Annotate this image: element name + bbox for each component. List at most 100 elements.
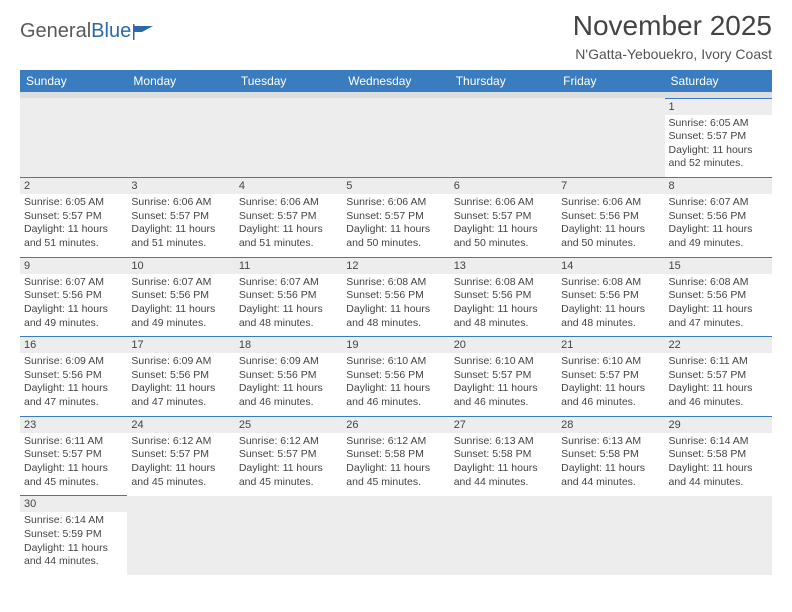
- day-number: 6: [450, 178, 557, 194]
- day-info: Sunrise: 6:12 AMSunset: 5:57 PMDaylight:…: [127, 433, 234, 496]
- day-number: 26: [342, 417, 449, 433]
- day-cell: [127, 98, 234, 178]
- day-cell: 29Sunrise: 6:14 AMSunset: 5:58 PMDayligh…: [665, 416, 772, 496]
- day-info: Sunrise: 6:10 AMSunset: 5:57 PMDaylight:…: [557, 353, 664, 416]
- day-number: 20: [450, 337, 557, 353]
- sunset-text: Sunset: 5:56 PM: [239, 369, 338, 383]
- daylight-text: Daylight: 11 hours and 52 minutes.: [669, 144, 768, 171]
- day-info: Sunrise: 6:10 AMSunset: 5:57 PMDaylight:…: [450, 353, 557, 416]
- day-number: 25: [235, 417, 342, 433]
- sunrise-text: Sunrise: 6:08 AM: [454, 276, 553, 290]
- sunset-text: Sunset: 5:56 PM: [24, 369, 123, 383]
- sunset-text: Sunset: 5:57 PM: [669, 130, 768, 144]
- day-header: Tuesday: [235, 70, 342, 92]
- daylight-text: Daylight: 11 hours and 51 minutes.: [24, 223, 123, 250]
- sunrise-text: Sunrise: 6:13 AM: [454, 435, 553, 449]
- day-cell: [665, 496, 772, 575]
- calendar-tbody: 1Sunrise: 6:05 AMSunset: 5:57 PMDaylight…: [20, 92, 772, 575]
- day-info: Sunrise: 6:13 AMSunset: 5:58 PMDaylight:…: [557, 433, 664, 496]
- daylight-text: Daylight: 11 hours and 48 minutes.: [561, 303, 660, 330]
- sunrise-text: Sunrise: 6:06 AM: [454, 196, 553, 210]
- day-cell: 27Sunrise: 6:13 AMSunset: 5:58 PMDayligh…: [450, 416, 557, 496]
- sunset-text: Sunset: 5:59 PM: [24, 528, 123, 542]
- day-cell: 8Sunrise: 6:07 AMSunset: 5:56 PMDaylight…: [665, 178, 772, 258]
- day-cell: 14Sunrise: 6:08 AMSunset: 5:56 PMDayligh…: [557, 257, 664, 337]
- day-cell: 4Sunrise: 6:06 AMSunset: 5:57 PMDaylight…: [235, 178, 342, 258]
- day-cell: 23Sunrise: 6:11 AMSunset: 5:57 PMDayligh…: [20, 416, 127, 496]
- daylight-text: Daylight: 11 hours and 44 minutes.: [669, 462, 768, 489]
- daylight-text: Daylight: 11 hours and 47 minutes.: [24, 382, 123, 409]
- day-info: Sunrise: 6:10 AMSunset: 5:56 PMDaylight:…: [342, 353, 449, 416]
- day-info: Sunrise: 6:12 AMSunset: 5:58 PMDaylight:…: [342, 433, 449, 496]
- day-number: 17: [127, 337, 234, 353]
- sunset-text: Sunset: 5:57 PM: [454, 210, 553, 224]
- day-cell: [342, 496, 449, 575]
- location-label: N'Gatta-Yebouekro, Ivory Coast: [573, 46, 772, 62]
- day-info: Sunrise: 6:08 AMSunset: 5:56 PMDaylight:…: [557, 274, 664, 337]
- day-cell: 15Sunrise: 6:08 AMSunset: 5:56 PMDayligh…: [665, 257, 772, 337]
- day-info: Sunrise: 6:13 AMSunset: 5:58 PMDaylight:…: [450, 433, 557, 496]
- day-info: Sunrise: 6:05 AMSunset: 5:57 PMDaylight:…: [665, 115, 772, 178]
- day-info: Sunrise: 6:09 AMSunset: 5:56 PMDaylight:…: [127, 353, 234, 416]
- sunset-text: Sunset: 5:56 PM: [346, 289, 445, 303]
- day-cell: 10Sunrise: 6:07 AMSunset: 5:56 PMDayligh…: [127, 257, 234, 337]
- daylight-text: Daylight: 11 hours and 44 minutes.: [454, 462, 553, 489]
- daylight-text: Daylight: 11 hours and 49 minutes.: [131, 303, 230, 330]
- daylight-text: Daylight: 11 hours and 50 minutes.: [346, 223, 445, 250]
- sunrise-text: Sunrise: 6:09 AM: [239, 355, 338, 369]
- sunset-text: Sunset: 5:58 PM: [346, 448, 445, 462]
- sunrise-text: Sunrise: 6:05 AM: [24, 196, 123, 210]
- sunset-text: Sunset: 5:57 PM: [24, 448, 123, 462]
- daylight-text: Daylight: 11 hours and 45 minutes.: [24, 462, 123, 489]
- day-number: 22: [665, 337, 772, 353]
- day-cell: 19Sunrise: 6:10 AMSunset: 5:56 PMDayligh…: [342, 337, 449, 417]
- sunset-text: Sunset: 5:56 PM: [131, 289, 230, 303]
- day-cell: 13Sunrise: 6:08 AMSunset: 5:56 PMDayligh…: [450, 257, 557, 337]
- sunset-text: Sunset: 5:58 PM: [669, 448, 768, 462]
- day-cell: 28Sunrise: 6:13 AMSunset: 5:58 PMDayligh…: [557, 416, 664, 496]
- sunrise-text: Sunrise: 6:08 AM: [561, 276, 660, 290]
- sunrise-text: Sunrise: 6:12 AM: [346, 435, 445, 449]
- day-number: 2: [20, 178, 127, 194]
- day-cell: 5Sunrise: 6:06 AMSunset: 5:57 PMDaylight…: [342, 178, 449, 258]
- daylight-text: Daylight: 11 hours and 47 minutes.: [669, 303, 768, 330]
- sunrise-text: Sunrise: 6:08 AM: [346, 276, 445, 290]
- day-info: Sunrise: 6:08 AMSunset: 5:56 PMDaylight:…: [665, 274, 772, 337]
- daylight-text: Daylight: 11 hours and 45 minutes.: [346, 462, 445, 489]
- day-number: 13: [450, 258, 557, 274]
- sunset-text: Sunset: 5:58 PM: [454, 448, 553, 462]
- sunrise-text: Sunrise: 6:09 AM: [131, 355, 230, 369]
- week-row: 1Sunrise: 6:05 AMSunset: 5:57 PMDaylight…: [20, 98, 772, 178]
- day-cell: 17Sunrise: 6:09 AMSunset: 5:56 PMDayligh…: [127, 337, 234, 417]
- day-cell: 18Sunrise: 6:09 AMSunset: 5:56 PMDayligh…: [235, 337, 342, 417]
- sunset-text: Sunset: 5:57 PM: [24, 210, 123, 224]
- daylight-text: Daylight: 11 hours and 51 minutes.: [131, 223, 230, 250]
- sunset-text: Sunset: 5:56 PM: [239, 289, 338, 303]
- day-cell: 1Sunrise: 6:05 AMSunset: 5:57 PMDaylight…: [665, 98, 772, 178]
- sunset-text: Sunset: 5:56 PM: [561, 289, 660, 303]
- day-info: Sunrise: 6:08 AMSunset: 5:56 PMDaylight:…: [342, 274, 449, 337]
- sunset-text: Sunset: 5:56 PM: [346, 369, 445, 383]
- day-header: Thursday: [450, 70, 557, 92]
- calendar-table: Sunday Monday Tuesday Wednesday Thursday…: [20, 70, 772, 575]
- daylight-text: Daylight: 11 hours and 45 minutes.: [131, 462, 230, 489]
- day-cell: [20, 98, 127, 178]
- sunset-text: Sunset: 5:56 PM: [669, 289, 768, 303]
- day-number: 19: [342, 337, 449, 353]
- sunrise-text: Sunrise: 6:10 AM: [454, 355, 553, 369]
- title-block: November 2025 N'Gatta-Yebouekro, Ivory C…: [573, 10, 772, 62]
- day-header: Wednesday: [342, 70, 449, 92]
- day-number: 24: [127, 417, 234, 433]
- sunrise-text: Sunrise: 6:14 AM: [24, 514, 123, 528]
- day-number: 30: [20, 496, 127, 512]
- day-number: 9: [20, 258, 127, 274]
- day-number: 1: [665, 99, 772, 115]
- daylight-text: Daylight: 11 hours and 46 minutes.: [669, 382, 768, 409]
- day-number: 16: [20, 337, 127, 353]
- day-number: 29: [665, 417, 772, 433]
- day-cell: [557, 496, 664, 575]
- week-row: 30Sunrise: 6:14 AMSunset: 5:59 PMDayligh…: [20, 496, 772, 575]
- sunset-text: Sunset: 5:56 PM: [561, 210, 660, 224]
- day-cell: 30Sunrise: 6:14 AMSunset: 5:59 PMDayligh…: [20, 496, 127, 575]
- day-info: Sunrise: 6:09 AMSunset: 5:56 PMDaylight:…: [20, 353, 127, 416]
